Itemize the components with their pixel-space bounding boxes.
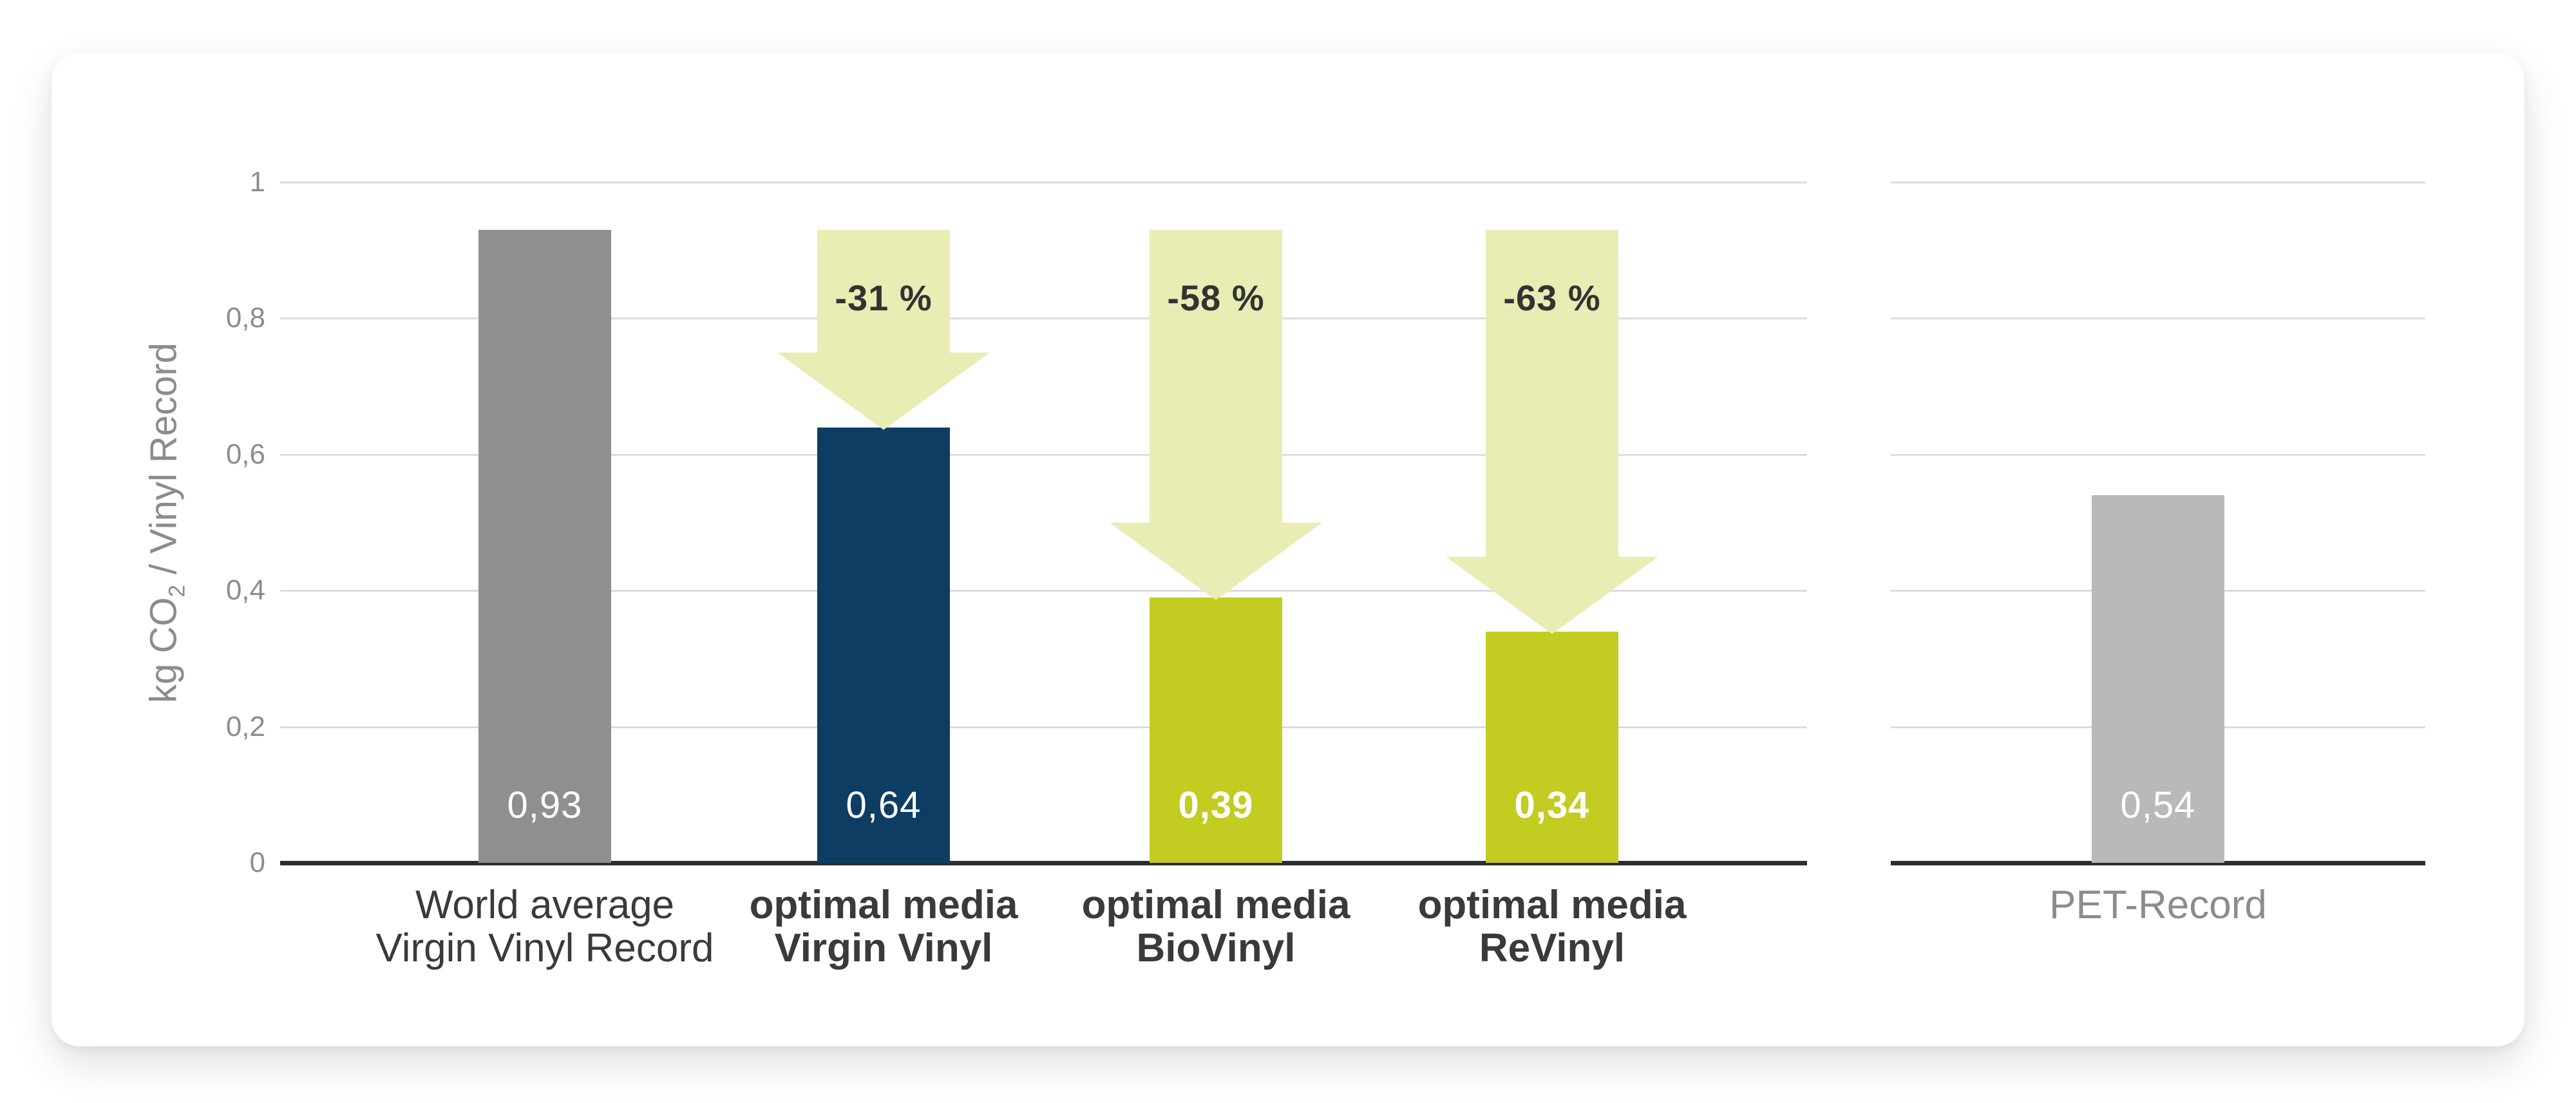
bar-value-label: 0,39 [1178, 784, 1254, 826]
category-label-line: optimal media [749, 883, 1018, 927]
reduction-percent-label: -58 % [1167, 278, 1265, 318]
bar [2092, 495, 2224, 863]
category-label-line: optimal media [1081, 883, 1350, 927]
gridline [1891, 453, 2425, 456]
bar-value-label: 0,64 [846, 784, 922, 826]
category-label-line: optimal media [1417, 883, 1687, 927]
bar-value-label: 0,34 [1514, 784, 1590, 826]
gridline [1891, 182, 2425, 184]
y-tick-label: 0,4 [225, 574, 265, 607]
reduction-arrow-shape [1446, 229, 1658, 634]
gridline [280, 726, 1807, 728]
x-axis-line-secondary [1891, 861, 2425, 865]
category-label: optimal media BioVinyl [990, 883, 1441, 970]
y-tick-label: 0,2 [225, 710, 265, 742]
category-label: optimal media ReVinyl [1327, 883, 1777, 970]
reduction-arrow-shape [1110, 229, 1322, 600]
category-label-line: World average [415, 883, 675, 927]
reduction-percent-label: -63 % [1503, 278, 1601, 318]
gridline [280, 317, 1807, 320]
reduction-arrow-shape [777, 229, 990, 430]
category-label-line: Virgin Vinyl [774, 926, 993, 970]
gridline [280, 453, 1807, 456]
category-label: World average Virgin Vinyl Record [319, 883, 770, 970]
gridline [280, 590, 1807, 592]
reduction-arrow [777, 229, 990, 430]
category-label: optimal media Virgin Vinyl [658, 883, 1109, 970]
category-label: PET-Record [1933, 883, 2383, 927]
y-tick-label: 1 [249, 166, 265, 198]
bar-value-label: 0,54 [2120, 784, 2196, 826]
gridline [1891, 317, 2425, 320]
category-label-line: Virgin Vinyl Record [375, 926, 714, 970]
y-tick-label: 0 [249, 847, 265, 878]
gridline [280, 182, 1807, 184]
bar-value-label: 0,93 [507, 784, 583, 826]
x-axis-line [280, 861, 1807, 865]
y-tick-label: 0,6 [225, 438, 265, 470]
category-label-line: BioVinyl [1136, 926, 1296, 970]
y-tick-label: 0,8 [225, 302, 265, 334]
bar [1150, 597, 1282, 863]
category-label-line: ReVinyl [1479, 926, 1625, 970]
reduction-arrow [1110, 229, 1322, 600]
reduction-arrow [1446, 229, 1658, 634]
bar [478, 229, 611, 863]
bar [1486, 631, 1618, 863]
reduction-percent-label: -31 % [835, 278, 933, 318]
category-label-line: PET-Record [2049, 883, 2267, 927]
bar [817, 427, 950, 863]
